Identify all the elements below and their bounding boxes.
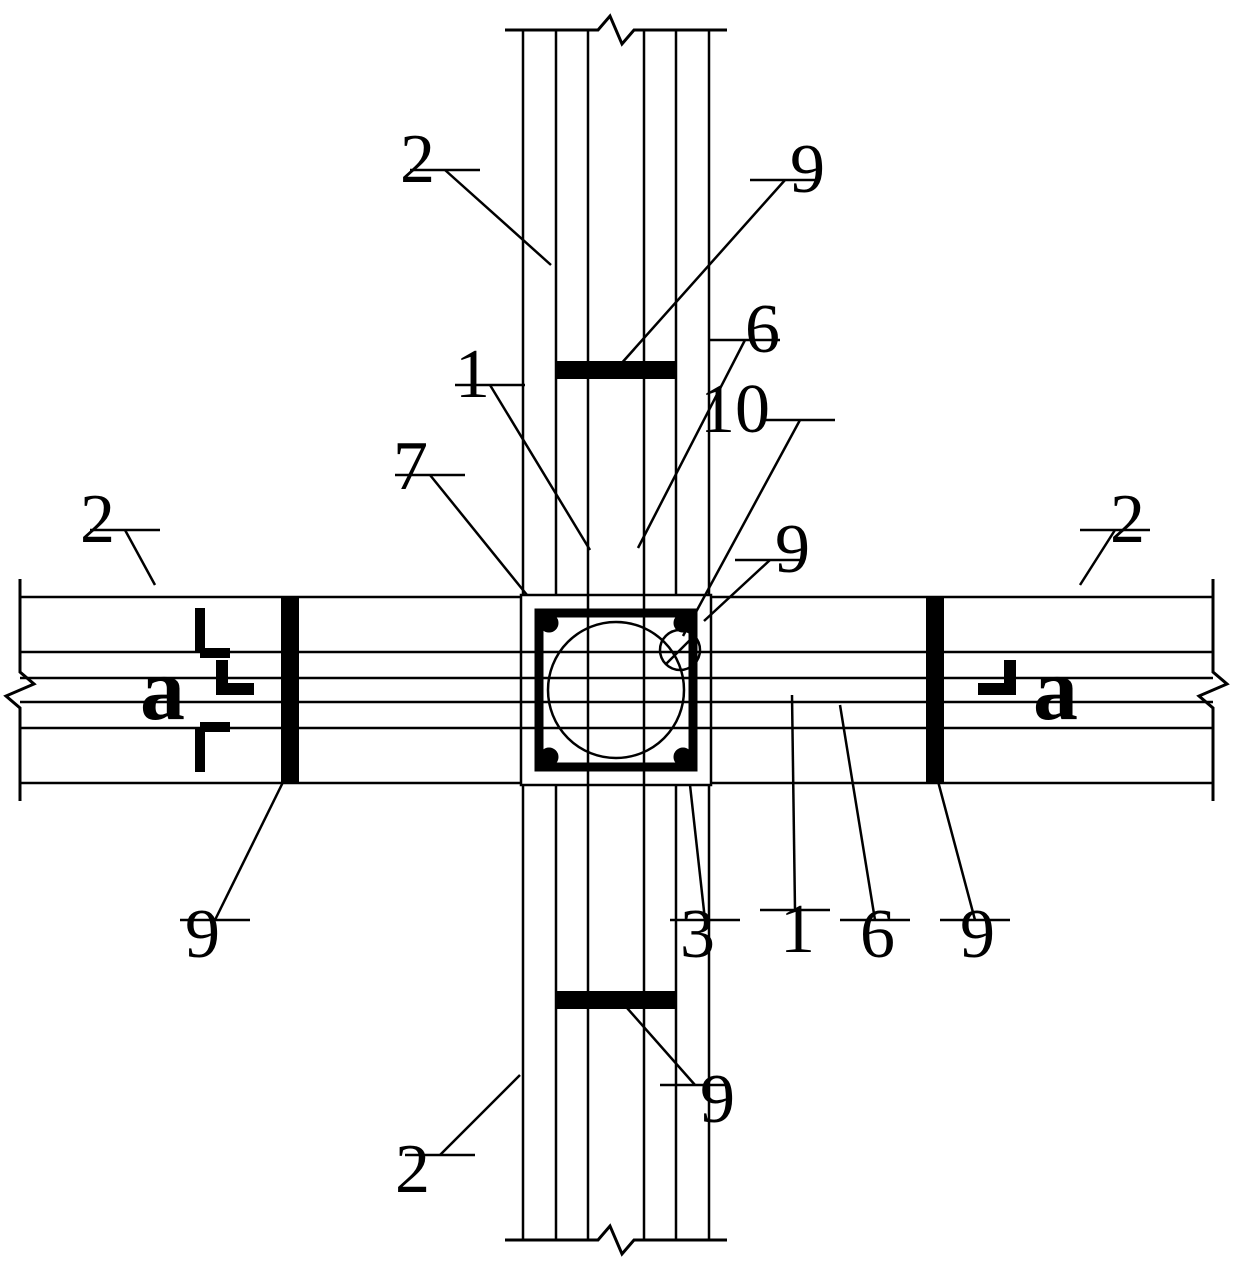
leader-l1a [490,385,590,550]
corner-rebar [674,748,692,766]
break-mark [6,579,34,801]
leader-l9b [704,560,770,621]
leader-l2b [125,530,155,585]
leader-l9c [215,770,289,920]
callout-label-n2a: 2 [400,120,435,200]
callout-label-n2c: 2 [1110,480,1145,560]
break-mark [1199,579,1227,801]
corner-rebar [540,614,558,632]
section-cut-left-bot [200,727,230,772]
callout-label-n2d: 2 [395,1130,430,1210]
corner-rebar [540,748,558,766]
leader-l9e [620,1000,695,1085]
leader-l7 [430,475,527,595]
callout-label-n9d: 9 [960,895,995,975]
leader-l2d [440,1075,520,1155]
leader-l6b [840,705,875,920]
callout-label-n6b: 6 [860,895,895,975]
callout-label-n7: 7 [393,427,428,507]
leader-l2a [445,170,551,265]
section-cut-left-top [200,608,230,653]
column-spiral [548,622,684,758]
callout-label-n2b: 2 [80,480,115,560]
column-stirrup [539,613,693,767]
callout-label-n6a: 6 [745,290,780,370]
callout-label-n9a: 9 [790,130,825,210]
callout-label-n10: 10 [700,370,770,450]
callout-label-n9c: 9 [185,895,220,975]
section-label-sa_l: a [140,638,185,741]
section-mark-h [978,683,1016,695]
callout-label-n9b: 9 [775,510,810,590]
break-mark [505,1226,727,1254]
callout-label-n1a: 1 [455,335,490,415]
break-mark [505,16,727,44]
callout-label-n3: 3 [680,895,715,975]
section-mark-h [216,683,254,695]
section-label-sa_r: a [1033,638,1078,741]
callout-label-n1b: 1 [780,890,815,970]
callout-label-n9e: 9 [700,1060,735,1140]
